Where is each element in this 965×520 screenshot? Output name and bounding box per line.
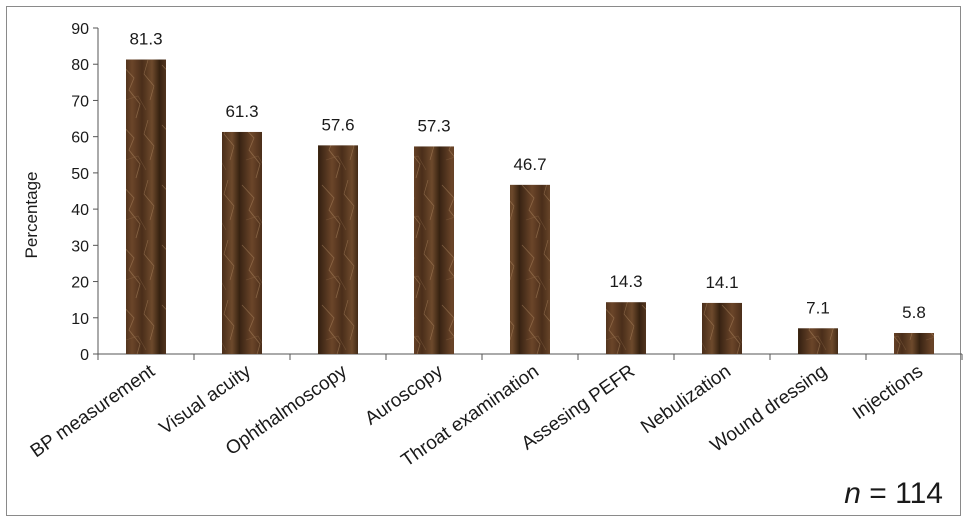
data-labels-group: 81.3 61.3 57.6 57.3 46.7 14.3 14.1 7.1 5.8	[129, 30, 925, 322]
bar-value-label: 14.1	[705, 273, 738, 292]
y-tick-label: 10	[71, 311, 89, 328]
y-tick-label: 70	[71, 93, 89, 110]
bar-value-label: 57.3	[417, 116, 450, 135]
category-label: Nebulization	[637, 361, 735, 438]
bar-value-label: 81.3	[129, 30, 162, 49]
y-tick-label: 60	[71, 130, 89, 147]
bar-value-label: 7.1	[806, 298, 830, 317]
bar	[510, 184, 550, 354]
bar-value-label: 57.6	[321, 115, 354, 134]
category-label: Visual acuity	[156, 361, 256, 439]
y-tick-label: 50	[71, 166, 89, 183]
sample-size-note: n = 114	[844, 477, 943, 510]
y-tick-label: 0	[80, 347, 89, 364]
y-axis-ticks: 0 10 20 30 40 50 60 70 80 90	[71, 21, 98, 364]
bar	[894, 332, 934, 354]
bar	[318, 145, 358, 354]
bar	[702, 302, 742, 354]
category-label: BP measurement	[27, 360, 160, 462]
category-label: Injections	[849, 361, 927, 424]
y-axis-label: Percentage	[22, 172, 41, 259]
bar	[798, 328, 838, 354]
y-tick-label: 90	[71, 21, 89, 38]
x-axis-ticks	[97, 354, 963, 360]
bar	[222, 131, 262, 354]
bar-value-label: 14.3	[609, 272, 642, 291]
bar	[414, 146, 454, 354]
bar	[606, 302, 646, 354]
y-tick-label: 30	[71, 238, 89, 255]
sample-size-value: = 114	[861, 477, 943, 510]
bar-value-label: 61.3	[225, 102, 258, 121]
bar	[126, 59, 166, 354]
bars-group	[126, 59, 934, 354]
bar-value-label: 46.7	[513, 155, 546, 174]
bar-value-label: 5.8	[902, 303, 926, 322]
sample-size-n: n	[844, 477, 861, 510]
y-tick-label: 40	[71, 202, 89, 219]
y-tick-label: 80	[71, 57, 89, 74]
category-label: Auroscopy	[361, 361, 447, 430]
y-tick-label: 20	[71, 275, 89, 292]
